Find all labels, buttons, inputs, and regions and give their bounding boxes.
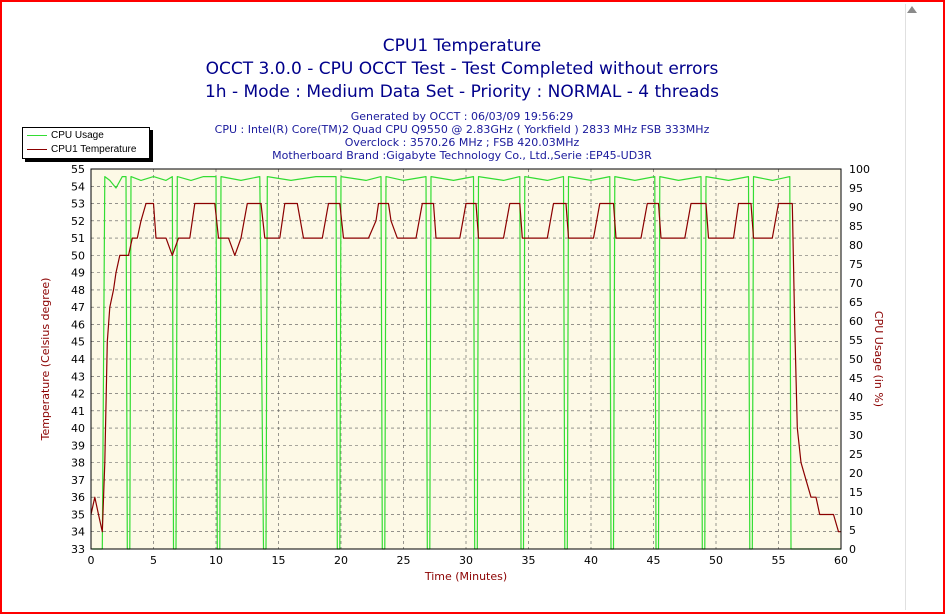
legend-label-temperature: CPU1 Temperature [51, 144, 137, 155]
x-tick-label: 20 [334, 554, 348, 567]
grid-lines [91, 169, 841, 549]
y2-tick-label: 55 [849, 334, 863, 347]
y-tick-label: 54 [71, 180, 85, 193]
x-tick-label: 50 [709, 554, 723, 567]
tick-labels: 3334353637383940414243444546474849505152… [71, 163, 870, 567]
test-mode: 1h - Mode : Medium Data Set - Priority :… [205, 82, 719, 102]
y2-tick-label: 90 [849, 201, 863, 214]
y2-tick-label: 60 [849, 315, 863, 328]
x-tick-label: 10 [209, 554, 223, 567]
y2-axis-label: CPU Usage (in %) [872, 311, 885, 407]
y-tick-label: 49 [71, 267, 85, 280]
y2-tick-label: 95 [849, 182, 863, 195]
y2-tick-label: 75 [849, 258, 863, 271]
y2-tick-label: 35 [849, 410, 863, 423]
y2-tick-label: 65 [849, 296, 863, 309]
y2-tick-label: 45 [849, 372, 863, 385]
y-tick-label: 53 [71, 198, 85, 211]
y-tick-label: 44 [71, 353, 85, 366]
x-axis-label: Time (Minutes) [424, 570, 507, 583]
y-tick-label: 38 [71, 457, 85, 470]
x-tick-label: 5 [150, 554, 157, 567]
vertical-scrollbar[interactable] [905, 4, 942, 610]
x-tick-label: 25 [397, 554, 411, 567]
y-tick-label: 39 [71, 439, 85, 452]
x-tick-label: 55 [772, 554, 786, 567]
y2-tick-label: 5 [849, 524, 856, 537]
y-tick-label: 42 [71, 388, 85, 401]
y2-tick-label: 15 [849, 486, 863, 499]
plot-border [90, 168, 842, 550]
y-tick-label: 34 [71, 526, 85, 539]
generated-info: Generated by OCCT : 06/03/09 19:56:29 [351, 110, 574, 123]
x-tick-label: 40 [584, 554, 598, 567]
x-tick-label: 45 [647, 554, 661, 567]
y-tick-label: 41 [71, 405, 85, 418]
legend-item-temperature: CPU1 Temperature [27, 143, 136, 157]
test-summary: OCCT 3.0.0 - CPU OCCT Test - Test Comple… [206, 59, 719, 79]
legend-item-cpu-usage: CPU Usage [27, 129, 104, 143]
chart-title: CPU1 Temperature [383, 36, 541, 56]
y-tick-label: 47 [71, 301, 85, 314]
y-tick-label: 48 [71, 284, 85, 297]
legend: CPU Usage CPU1 Temperature [22, 127, 150, 159]
y2-tick-label: 10 [849, 505, 863, 518]
y2-tick-label: 25 [849, 448, 863, 461]
y-tick-label: 55 [71, 163, 85, 176]
triangle-up-icon[interactable] [907, 6, 917, 13]
y2-tick-label: 85 [849, 220, 863, 233]
motherboard-info: Motherboard Brand :Gigabyte Technology C… [272, 149, 652, 162]
x-tick-label: 60 [834, 554, 848, 567]
y2-tick-label: 40 [849, 391, 863, 404]
x-tick-label: 15 [272, 554, 286, 567]
y2-tick-label: 70 [849, 277, 863, 290]
y2-tick-label: 20 [849, 467, 863, 480]
y2-tick-label: 30 [849, 429, 863, 442]
y-tick-label: 46 [71, 318, 85, 331]
y2-tick-label: 50 [849, 353, 863, 366]
overclock-info: Overclock : 3570.26 MHz ; FSB 420.03MHz [345, 136, 580, 149]
legend-label-cpu-usage: CPU Usage [51, 130, 104, 141]
cpu-info: CPU : Intel(R) Core(TM)2 Quad CPU Q9550 … [215, 123, 710, 136]
y-tick-label: 52 [71, 215, 85, 228]
y2-tick-label: 80 [849, 239, 863, 252]
y-axis-label: Temperature (Celsius degree) [39, 278, 52, 442]
x-tick-label: 0 [88, 554, 95, 567]
y-tick-label: 36 [71, 491, 85, 504]
temperature-series-line [90, 202, 841, 533]
x-tick-label: 35 [522, 554, 536, 567]
y2-tick-label: 0 [849, 543, 856, 556]
y2-tick-label: 100 [849, 163, 870, 176]
y-tick-label: 37 [71, 474, 85, 487]
y-tick-label: 40 [71, 422, 85, 435]
x-tick-label: 30 [459, 554, 473, 567]
y-tick-label: 51 [71, 232, 85, 245]
y-tick-label: 33 [71, 543, 85, 556]
y-tick-label: 50 [71, 249, 85, 262]
legend-swatch-temperature [27, 148, 47, 150]
y-tick-label: 45 [71, 336, 85, 349]
legend-swatch-cpu-usage [27, 134, 47, 136]
y-tick-label: 35 [71, 508, 85, 521]
y-tick-label: 43 [71, 370, 85, 383]
